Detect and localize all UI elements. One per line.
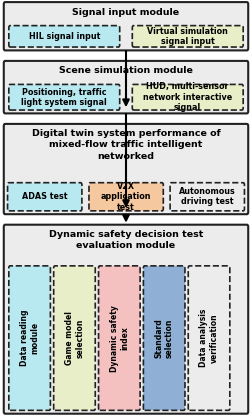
- FancyBboxPatch shape: [4, 124, 248, 214]
- Text: Positioning, traffic
light system signal: Positioning, traffic light system signal: [21, 87, 107, 107]
- Text: Dynamic safety decision test
evaluation module: Dynamic safety decision test evaluation …: [49, 230, 203, 250]
- FancyBboxPatch shape: [170, 183, 244, 211]
- Text: ADAS test: ADAS test: [22, 192, 68, 201]
- Text: Digital twin system performance of
mixed-flow traffic intelligent
networked: Digital twin system performance of mixed…: [32, 129, 220, 160]
- Text: Standard
selection: Standard selection: [154, 318, 174, 358]
- Text: Virtual simulation
signal input: Virtual simulation signal input: [147, 26, 228, 46]
- FancyBboxPatch shape: [54, 266, 95, 410]
- Text: Data analysis
verification: Data analysis verification: [199, 309, 219, 367]
- FancyBboxPatch shape: [9, 266, 50, 410]
- FancyBboxPatch shape: [9, 26, 120, 47]
- Text: Game model
selection: Game model selection: [65, 311, 84, 365]
- Text: HUD, multi-sensor
network interactive
signal: HUD, multi-sensor network interactive si…: [143, 82, 232, 112]
- FancyBboxPatch shape: [132, 84, 243, 110]
- Text: V2X
application
test: V2X application test: [101, 182, 151, 212]
- Text: Autonomous
driving test: Autonomous driving test: [179, 187, 236, 207]
- FancyBboxPatch shape: [143, 266, 185, 410]
- Text: Signal input module: Signal input module: [72, 8, 180, 16]
- FancyBboxPatch shape: [99, 266, 140, 410]
- FancyBboxPatch shape: [89, 183, 163, 211]
- FancyBboxPatch shape: [9, 84, 120, 110]
- FancyBboxPatch shape: [188, 266, 230, 410]
- FancyBboxPatch shape: [4, 2, 248, 50]
- Text: Data reading
module: Data reading module: [20, 310, 39, 366]
- FancyBboxPatch shape: [132, 26, 243, 47]
- FancyBboxPatch shape: [4, 225, 248, 414]
- Text: HIL signal input: HIL signal input: [28, 32, 100, 41]
- FancyBboxPatch shape: [8, 183, 82, 211]
- Text: Scene simulation module: Scene simulation module: [59, 66, 193, 75]
- Text: Dynamic safety
index: Dynamic safety index: [110, 304, 129, 372]
- FancyBboxPatch shape: [4, 61, 248, 113]
